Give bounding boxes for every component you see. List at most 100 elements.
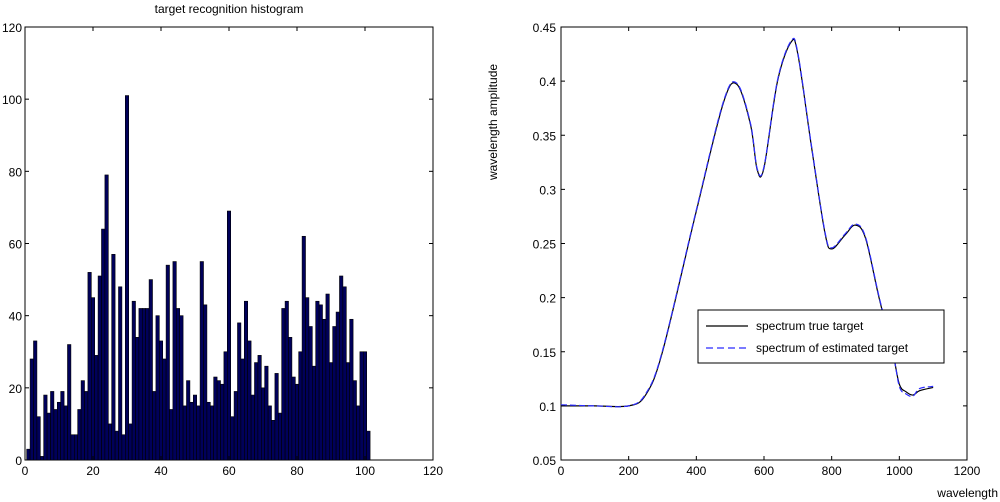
histogram-bar — [91, 297, 96, 461]
histogram-bar — [94, 355, 99, 461]
histogram-bar — [138, 308, 143, 461]
histogram-bar — [349, 318, 354, 461]
y-tick-label: 0.3 — [539, 183, 556, 197]
histogram-bar — [142, 308, 147, 461]
histogram-bar — [84, 391, 89, 461]
histogram-bar — [257, 355, 262, 461]
y-tick-label: 0 — [15, 454, 22, 468]
histogram-bar — [199, 261, 204, 461]
y-tick-label: 0.05 — [533, 454, 557, 468]
histogram-bar — [128, 423, 133, 461]
histogram-bar — [332, 326, 337, 461]
histogram-bar — [186, 380, 191, 461]
histogram-bar — [56, 401, 61, 461]
histogram-bar — [43, 394, 48, 461]
legend-label-estimated: spectrum of estimated target — [756, 341, 909, 355]
histogram-bar — [366, 430, 371, 461]
histogram-bar — [328, 362, 333, 461]
spectrum-x-label: wavelength — [936, 486, 998, 500]
histogram-bar — [121, 434, 126, 461]
histogram-bar — [308, 326, 313, 461]
spectrum-y-label: wavelength amplitude — [486, 64, 500, 181]
histogram-bar — [254, 362, 259, 461]
histogram-bar — [356, 405, 361, 461]
x-tick-label: 80 — [290, 464, 304, 478]
histogram-bar — [250, 394, 255, 461]
histogram-bar — [172, 261, 177, 461]
histogram-bar — [244, 300, 249, 461]
histogram-x-ticks: 0 20 40 60 80 100 120 — [22, 27, 443, 478]
histogram-bar — [70, 434, 75, 461]
histogram-bar — [237, 322, 242, 461]
histogram-bar — [36, 416, 41, 461]
x-tick-label: 100 — [355, 464, 375, 478]
y-tick-label: 120 — [2, 21, 22, 35]
histogram-bar — [233, 391, 238, 461]
y-tick-label: 0.1 — [539, 400, 556, 414]
histogram-bar — [39, 456, 44, 461]
histogram-bar — [322, 318, 327, 461]
y-tick-label: 80 — [9, 165, 23, 179]
histogram-bar — [301, 235, 306, 461]
histogram-bar — [335, 311, 340, 461]
x-tick-label: 200 — [619, 464, 639, 478]
histogram-bar — [288, 337, 293, 461]
histogram-bar — [101, 228, 106, 461]
x-tick-label: 60 — [222, 464, 236, 478]
histogram-bar — [155, 315, 160, 461]
histogram-bar — [33, 340, 38, 461]
histogram-bar — [77, 409, 82, 461]
histogram-bar — [74, 434, 79, 461]
y-tick-label: 0.45 — [533, 21, 557, 35]
histogram-bar — [318, 304, 323, 461]
x-tick-label: 0 — [558, 464, 565, 478]
histogram-bar — [345, 362, 350, 461]
histogram-bar — [206, 401, 211, 461]
histogram-bar — [159, 340, 164, 461]
x-tick-label: 800 — [822, 464, 842, 478]
histogram-bar — [342, 286, 347, 461]
histogram-bar — [196, 405, 201, 461]
histogram-bar — [87, 272, 92, 461]
legend-box — [697, 309, 945, 364]
histogram-bar — [339, 275, 344, 461]
x-tick-label: 400 — [686, 464, 706, 478]
y-tick-label: 100 — [2, 93, 22, 107]
histogram-bar — [227, 210, 232, 461]
spectrum-plot-area — [560, 26, 968, 461]
histogram-bar — [260, 387, 265, 461]
spectrum-x-ticks: 0 200 400 600 800 1000 1200 — [558, 27, 981, 478]
histogram-bar — [135, 337, 140, 461]
legend-label-true: spectrum true target — [756, 319, 864, 333]
histogram-bar — [230, 416, 235, 461]
y-tick-label: 0.35 — [533, 129, 557, 143]
histogram-bar — [125, 95, 130, 461]
histogram-bar — [362, 351, 367, 461]
x-tick-label: 120 — [423, 464, 443, 478]
histogram-bar — [111, 254, 116, 461]
y-tick-label: 0.4 — [539, 75, 556, 89]
histogram-bar — [277, 412, 282, 461]
histogram-bar — [50, 391, 55, 461]
histogram-bar — [108, 423, 113, 461]
histogram-bar — [294, 383, 299, 461]
histogram-bar — [359, 351, 364, 461]
histogram-bar — [247, 340, 252, 461]
histogram-bar — [284, 300, 289, 461]
histogram-bar — [26, 448, 31, 461]
histogram-bar — [114, 430, 119, 461]
histogram-bar — [152, 391, 157, 461]
y-tick-label: 40 — [9, 310, 23, 324]
histogram-bar — [80, 380, 85, 461]
histogram-bar — [148, 279, 153, 461]
histogram-bar — [193, 394, 198, 461]
histogram-bar — [53, 409, 58, 461]
histogram-bar — [213, 376, 218, 461]
spectrum-y-ticks: 0.05 0.1 0.15 0.2 0.25 0.3 0.35 0.4 0.45 — [533, 21, 967, 468]
histogram-bar — [220, 383, 225, 461]
histogram-bar — [176, 308, 181, 461]
histogram-bar — [210, 405, 215, 461]
y-tick-label: 0.2 — [539, 292, 556, 306]
histogram-bar — [63, 405, 68, 461]
